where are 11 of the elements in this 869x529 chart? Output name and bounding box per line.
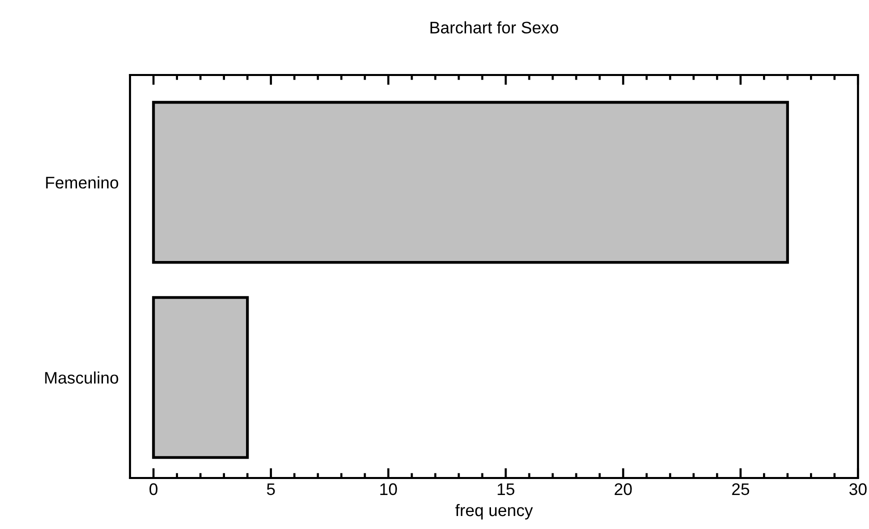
x-tick-label: 5 bbox=[266, 483, 275, 496]
x-tick-label: 0 bbox=[150, 483, 158, 496]
x-tick-label: 30 bbox=[849, 483, 867, 496]
x-tick-label: 10 bbox=[380, 483, 397, 496]
y-tick-label: Femenino bbox=[46, 176, 118, 189]
x-tick-label: 15 bbox=[498, 483, 514, 496]
x-tick-label: 25 bbox=[732, 483, 750, 496]
chart-title: Barchart for Sexo bbox=[430, 21, 558, 34]
x-axis-title: freq uency bbox=[455, 504, 533, 520]
x-tick-label: 20 bbox=[614, 483, 632, 496]
y-tick-label: Masculino bbox=[45, 371, 118, 384]
